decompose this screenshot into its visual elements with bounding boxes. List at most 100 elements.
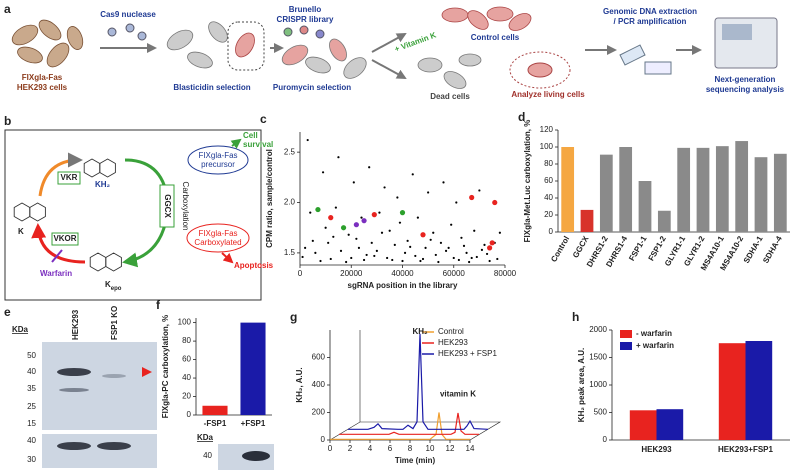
point [460, 236, 463, 239]
point [475, 255, 478, 259]
y-tick-label: 200 [312, 408, 326, 417]
point [393, 243, 396, 246]
cell [441, 7, 469, 23]
molecule-k [13, 202, 46, 222]
cell [66, 26, 84, 50]
panel-a: a FIXgla-Fas HEK293 cells Cas9 nuclease … [4, 2, 785, 101]
point [452, 256, 455, 260]
bar [735, 141, 749, 232]
point [383, 186, 386, 189]
point [437, 260, 440, 264]
step-label: Analyze living cells [511, 90, 585, 99]
sequencer-screen [722, 24, 752, 40]
cell [343, 57, 367, 79]
bar [561, 147, 575, 232]
carboxylated-label: FIXgla-Fas [198, 229, 237, 238]
cell [11, 24, 39, 46]
x-tick-label: Control [549, 235, 571, 264]
lane-label: FSP1 KO [110, 306, 119, 340]
panel-b: b KH₂ K Kepo VKR GGCX Carboxylation VKOR… [4, 114, 274, 301]
mw-label: 35 [27, 384, 36, 393]
point [357, 246, 361, 249]
k-label: K [18, 227, 24, 236]
point [414, 254, 417, 258]
point [339, 249, 343, 252]
point [424, 246, 427, 249]
point [470, 256, 473, 260]
step-label: Blasticidin selection [173, 83, 250, 92]
step-label: Next-generation [715, 75, 776, 84]
point [321, 171, 325, 174]
x-axis-label: sgRNA position in the library [348, 281, 458, 290]
virus [283, 27, 293, 37]
x-tick-label: 40000 [391, 269, 414, 278]
vkr-arrow [38, 152, 83, 197]
y-axis-label: FIXgla-Met.Luc carboxylation, % [523, 120, 532, 243]
point [450, 223, 453, 226]
y-tick-label: 2.5 [284, 147, 296, 156]
kepo-sub: epo [111, 286, 122, 292]
y-axis-label: KH₂, A.U. [295, 367, 304, 402]
mw-label: 50 [27, 351, 36, 360]
point [478, 189, 481, 192]
mw-label: 25 [27, 402, 36, 411]
point [334, 206, 337, 209]
y-tick-label: 1500 [589, 353, 607, 362]
carboxylated-ellipse [186, 223, 250, 253]
point [432, 231, 435, 234]
y-tick-label: 100 [178, 318, 192, 327]
arrow [221, 252, 234, 264]
point [416, 216, 419, 219]
x-tick-label: +FSP1 [241, 419, 266, 428]
y-tick-label: 20 [182, 392, 191, 401]
bar [773, 153, 787, 232]
y-tick-label: 60 [182, 355, 191, 364]
bar [745, 341, 773, 440]
plate [644, 61, 672, 75]
virus-icons [283, 25, 325, 39]
cell [486, 6, 514, 22]
point [480, 248, 484, 251]
cell [208, 21, 228, 43]
cell [17, 46, 43, 64]
x-tick-label: -FSP1 [204, 419, 227, 428]
cell [443, 71, 467, 89]
cell [467, 10, 489, 30]
x-tick-label: 4 [368, 444, 373, 453]
point [301, 255, 304, 259]
y-tick-label: 80 [182, 336, 191, 345]
y-tick-label: 1000 [589, 380, 607, 389]
y-tick-label: 80 [544, 159, 553, 168]
cell [281, 44, 309, 66]
bar [619, 147, 633, 232]
ggcx-label: GGCX [163, 194, 172, 218]
virus [299, 25, 309, 35]
cell-label: HEK293 cells [17, 83, 68, 92]
cell [417, 57, 443, 73]
y-tick-label: 1.5 [284, 248, 296, 257]
point [345, 260, 348, 264]
blot-band [242, 451, 270, 461]
y-tick-label: 120 [540, 125, 554, 134]
point [399, 210, 406, 216]
kepo-main: K [105, 280, 111, 289]
cell [166, 29, 194, 51]
point [396, 196, 399, 199]
point [496, 257, 499, 261]
bar [240, 322, 266, 415]
line [330, 412, 470, 440]
vkr-box [57, 171, 81, 185]
highlight [227, 21, 265, 71]
point [347, 233, 350, 236]
cell [38, 19, 62, 41]
point [361, 218, 367, 224]
point [442, 181, 445, 184]
point [409, 245, 412, 248]
cell [329, 38, 347, 62]
point [332, 235, 335, 238]
point [465, 251, 468, 255]
step-label: Control cells [471, 33, 520, 42]
bar [696, 147, 710, 232]
ggcx-box [159, 184, 175, 228]
point [306, 138, 309, 142]
